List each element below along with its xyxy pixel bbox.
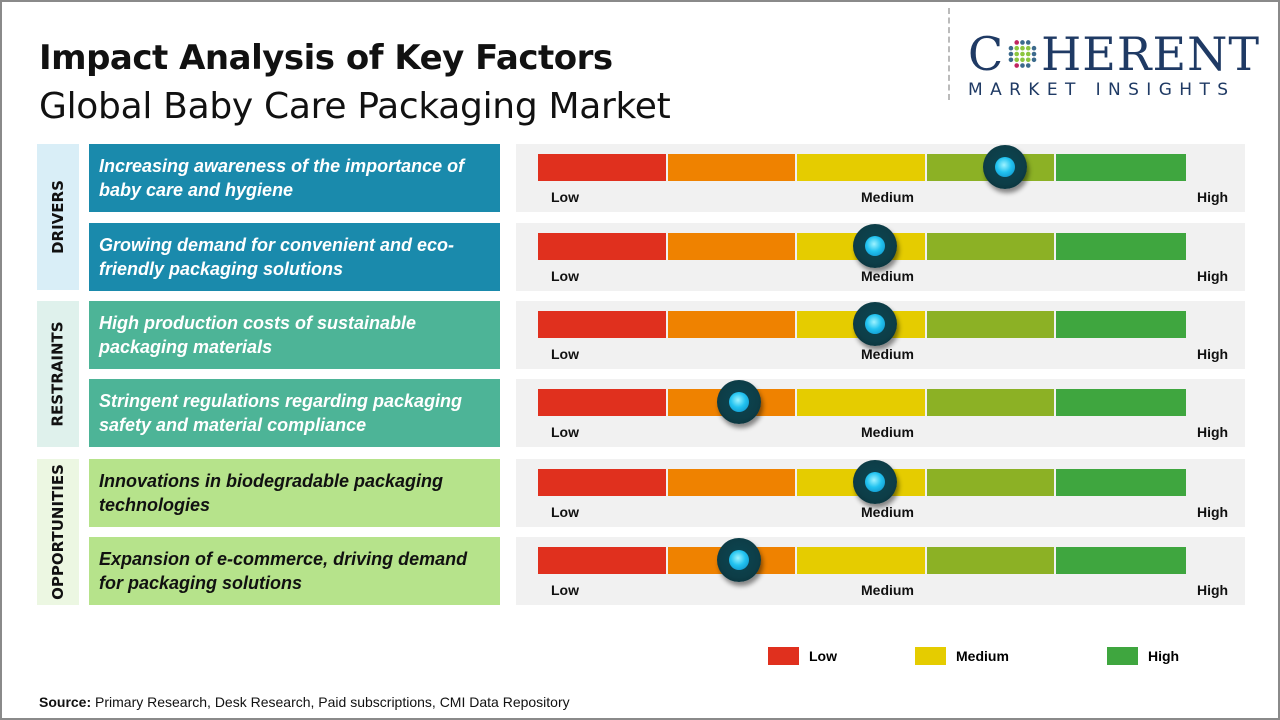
source-note: Source: Primary Research, Desk Research,… xyxy=(39,694,570,710)
gauge-segment xyxy=(538,233,668,260)
factor-label: Growing demand for convenient and eco-fr… xyxy=(99,235,455,279)
category-label: RESTRAINTS xyxy=(49,321,68,427)
gauge-knob-icon xyxy=(716,380,761,424)
gauge-segment xyxy=(926,311,1057,338)
legend-label: Medium xyxy=(956,648,1009,664)
gauge-low-label: Low xyxy=(551,268,579,284)
legend-high: High xyxy=(1107,647,1179,665)
gauge-high-label: High xyxy=(1197,268,1229,284)
gauge-segment xyxy=(1056,154,1186,181)
logo-subtext: MARKET INSIGHTS xyxy=(968,80,1236,100)
category-drivers: DRIVERS xyxy=(37,144,79,290)
gauge-medium-label: Medium xyxy=(861,504,914,520)
gauge-segment xyxy=(797,154,927,181)
logo-text-c: C xyxy=(968,27,1005,81)
gauge-knob-icon xyxy=(852,460,897,504)
source-label: Source: xyxy=(39,694,92,710)
factor-text: Innovations in biodegradable packaging t… xyxy=(89,459,500,527)
factor-label: Expansion of e-commerce, driving demand … xyxy=(99,549,468,593)
impact-gauge: Low Medium High xyxy=(516,537,1245,605)
source-text: Primary Research, Desk Research, Paid su… xyxy=(91,694,570,710)
factor-label: High production costs of sustainable pac… xyxy=(99,313,417,357)
category-opportunities: OPPORTUNITIES xyxy=(37,459,79,605)
factor-text: Increasing awareness of the importance o… xyxy=(89,144,500,212)
gauge-bar xyxy=(538,154,1186,181)
gauge-knob-icon xyxy=(982,145,1027,189)
legend-swatch xyxy=(1107,647,1138,665)
impact-gauge: Low Medium High xyxy=(516,223,1245,291)
gauge-medium-label: Medium xyxy=(861,346,914,362)
gauge-low-label: Low xyxy=(551,424,579,440)
globe-icon xyxy=(1008,40,1037,68)
legend-swatch xyxy=(768,647,799,665)
gauge-segment xyxy=(667,311,798,338)
gauge-medium-label: Medium xyxy=(861,582,914,598)
gauge-segment xyxy=(538,154,668,181)
gauge-bar xyxy=(538,547,1186,574)
gauge-segment xyxy=(538,389,668,416)
gauge-segment xyxy=(538,547,668,574)
gauge-segment xyxy=(538,469,668,496)
impact-gauge: Low Medium High xyxy=(516,459,1245,527)
factor-label: Stringent regulations regarding packagin… xyxy=(99,391,463,435)
gauge-segment xyxy=(538,311,668,338)
logo: C HERENT MARKET INSIGHTS xyxy=(968,30,1260,100)
page-subtitle: Global Baby Care Packaging Market xyxy=(39,86,671,127)
gauge-segment xyxy=(926,469,1057,496)
factor-text: High production costs of sustainable pac… xyxy=(89,301,500,369)
gauge-bar xyxy=(538,469,1186,496)
gauge-knob-icon xyxy=(852,224,897,268)
legend-label: High xyxy=(1148,648,1180,664)
gauge-segment xyxy=(926,233,1057,260)
factor-label: Innovations in biodegradable packaging t… xyxy=(99,471,444,515)
impact-gauge: Low Medium High xyxy=(516,379,1245,447)
gauge-segment xyxy=(926,389,1057,416)
category-label: OPPORTUNITIES xyxy=(49,464,67,600)
gauge-segment xyxy=(667,154,798,181)
legend-low: Low xyxy=(768,647,837,665)
gauge-segment xyxy=(1056,311,1186,338)
gauge-segment xyxy=(1056,233,1186,260)
gauge-segment xyxy=(797,389,927,416)
gauge-knob-icon xyxy=(852,302,897,346)
gauge-segment xyxy=(1056,547,1186,574)
gauge-segment xyxy=(1056,469,1186,496)
factor-text: Expansion of e-commerce, driving demand … xyxy=(89,537,500,605)
gauge-segment xyxy=(1056,389,1186,416)
gauge-high-label: High xyxy=(1197,504,1229,520)
page-title: Impact Analysis of Key Factors xyxy=(39,38,613,78)
impact-gauge: Low Medium High xyxy=(516,301,1245,369)
gauge-low-label: Low xyxy=(551,346,579,362)
legend-label: Low xyxy=(809,648,837,664)
gauge-knob-icon xyxy=(716,538,761,582)
factor-label: Increasing awareness of the importance o… xyxy=(99,156,465,200)
logo-text-herent: HERENT xyxy=(1041,27,1260,81)
legend-medium: Medium xyxy=(915,647,1009,665)
gauge-segment xyxy=(797,547,927,574)
gauge-low-label: Low xyxy=(551,189,579,205)
impact-gauge: Low Medium High xyxy=(516,144,1245,212)
gauge-high-label: High xyxy=(1197,424,1229,440)
gauge-segment xyxy=(667,469,798,496)
gauge-low-label: Low xyxy=(551,582,579,598)
legend-swatch xyxy=(915,647,946,665)
gauge-bar xyxy=(538,389,1186,416)
gauge-high-label: High xyxy=(1197,346,1229,362)
factor-text: Growing demand for convenient and eco-fr… xyxy=(89,223,500,291)
category-label: DRIVERS xyxy=(49,180,68,254)
category-restraints: RESTRAINTS xyxy=(37,301,79,447)
gauge-medium-label: Medium xyxy=(861,268,914,284)
gauge-low-label: Low xyxy=(551,504,579,520)
gauge-medium-label: Medium xyxy=(861,189,914,205)
gauge-segment xyxy=(926,547,1057,574)
divider xyxy=(948,8,950,100)
gauge-medium-label: Medium xyxy=(861,424,914,440)
factor-text: Stringent regulations regarding packagin… xyxy=(89,379,500,447)
gauge-high-label: High xyxy=(1197,582,1229,598)
gauge-segment xyxy=(667,233,798,260)
gauge-high-label: High xyxy=(1197,189,1229,205)
